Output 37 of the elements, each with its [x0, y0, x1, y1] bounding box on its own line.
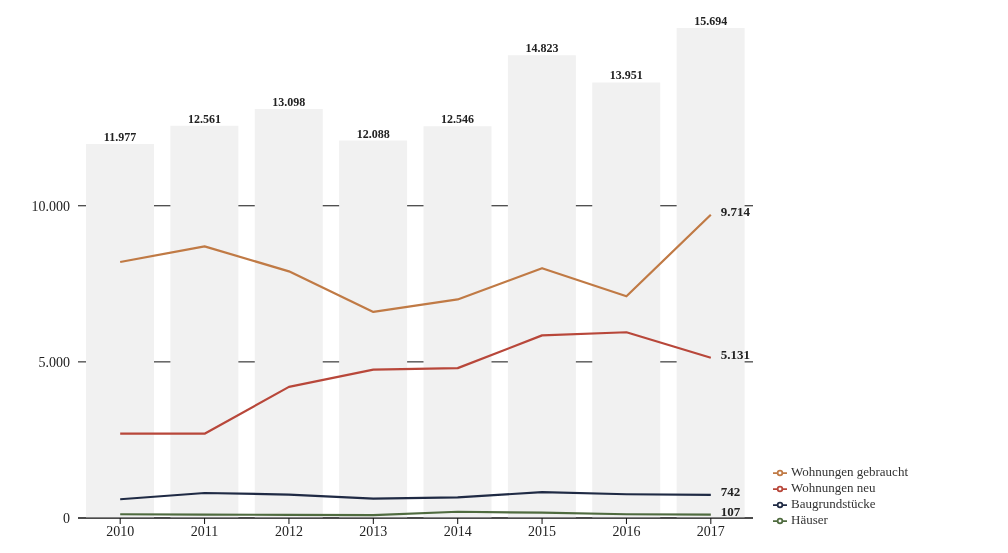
- bar: [339, 140, 408, 518]
- bar: [86, 144, 154, 518]
- x-tick-label: 2017: [696, 523, 725, 539]
- data-label: 15.694: [694, 14, 728, 28]
- data-label: 13.951: [609, 68, 643, 83]
- legend-label: Häuser: [791, 511, 828, 527]
- line-series: [119, 490, 712, 501]
- y-tick-label: 5.000: [38, 354, 70, 370]
- x-tick-label: 2010: [106, 523, 135, 539]
- x-tick-label: 2013: [359, 523, 388, 539]
- data-label: 5.131: [720, 346, 751, 362]
- bar: [254, 109, 323, 518]
- x-tick-label: 2016: [612, 523, 641, 539]
- line-series: [119, 213, 712, 314]
- legend-label: Wohnungen gebraucht: [791, 463, 908, 479]
- data-label: 12.561: [187, 111, 221, 126]
- legend-label: Wohnungen neu: [791, 479, 876, 495]
- y-tick-label: 10.000: [31, 198, 70, 214]
- x-tick-label: 2011: [190, 523, 219, 539]
- legend-label: Baugrundstücke: [791, 495, 876, 511]
- x-tick-label: 2015: [528, 523, 557, 539]
- data-label: 9.714: [720, 203, 751, 219]
- y-tick-label: 0: [63, 510, 70, 526]
- data-label: 107: [720, 503, 741, 519]
- bar: [592, 82, 661, 518]
- line-series: [119, 331, 712, 435]
- data-label: 12.546: [441, 112, 474, 127]
- data-label: 11.977: [103, 130, 137, 145]
- bar: [170, 125, 239, 518]
- x-tick-label: 2014: [443, 523, 472, 539]
- data-label: 14.823: [525, 41, 559, 56]
- data-label: 13.098: [272, 95, 306, 110]
- data-label: 742: [720, 483, 741, 499]
- bar: [507, 55, 576, 518]
- bar: [423, 126, 492, 518]
- data-label: 12.088: [356, 126, 390, 141]
- x-tick-label: 2012: [274, 523, 303, 539]
